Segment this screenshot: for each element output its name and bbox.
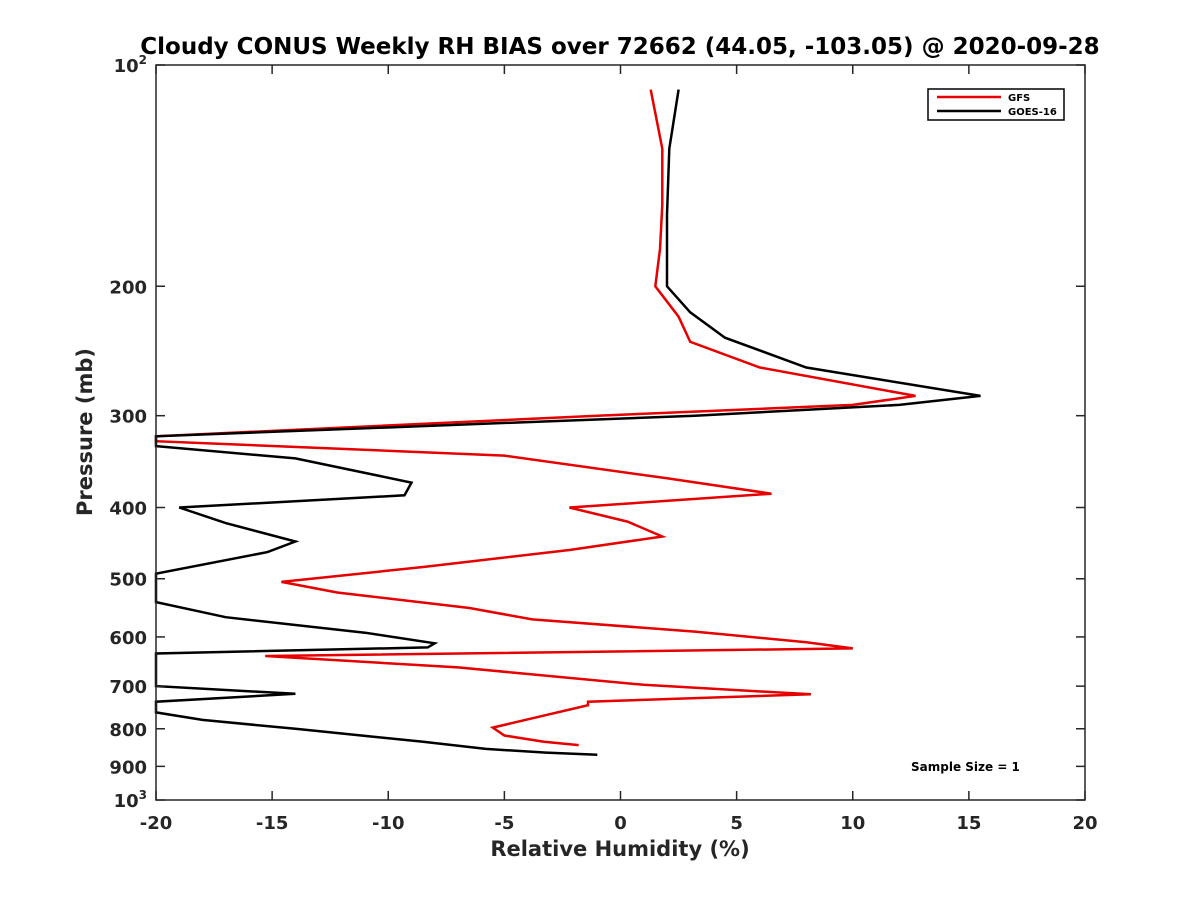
legend-label-gfs: GFS [1008, 93, 1030, 104]
y-tick-label: 102 [114, 53, 147, 77]
y-tick-label: 300 [109, 407, 147, 428]
y-tick-label: 600 [109, 628, 147, 649]
legend-box [927, 88, 1065, 121]
y-tick-label: 200 [109, 277, 147, 298]
x-tick-label: -5 [494, 813, 514, 834]
x-axis-ticks: -20 -15 -10 -5 0 5 10 15 20 [140, 65, 1098, 834]
legend-entries: GFS GOES-16 [937, 93, 1057, 118]
x-axis-label: Relative Humidity (%) [490, 837, 749, 861]
x-tick-label: 0 [614, 813, 627, 834]
legend: GFS GOES-16 [927, 88, 1065, 121]
x-tick-label: 20 [1072, 813, 1097, 834]
y-tick-label: 800 [109, 720, 147, 741]
x-tick-label: 5 [730, 813, 743, 834]
y-tick-label: 400 [109, 499, 147, 520]
y-axis-label: Pressure (mb) [73, 348, 97, 516]
x-tick-label: -10 [372, 813, 405, 834]
series-layer [154, 89, 981, 757]
series-line-goes-16 [154, 89, 981, 757]
plot-area: -20 -15 -10 -5 0 5 10 15 20 102 200 300 400 500 600 70… [109, 53, 1097, 834]
y-axis-ticks: 102 200 300 400 500 600 700 800 900 103 [109, 53, 1085, 812]
series-line-gfs [154, 89, 916, 747]
y-tick-label: 900 [109, 757, 147, 778]
x-tick-label: 15 [956, 813, 981, 834]
x-tick-label: 10 [840, 813, 865, 834]
x-tick-label: -20 [140, 813, 173, 834]
plot-frame [155, 64, 1086, 801]
legend-label-goes-16: GOES-16 [1008, 107, 1057, 118]
sample-size-annotation: Sample Size = 1 [911, 760, 1020, 774]
y-tick-label: 500 [109, 570, 147, 591]
y-tick-label: 700 [109, 677, 147, 698]
x-tick-label: -15 [256, 813, 289, 834]
y-tick-label: 103 [114, 788, 147, 812]
chart-title: Cloudy CONUS Weekly RH BIAS over 72662 (… [140, 34, 1099, 60]
